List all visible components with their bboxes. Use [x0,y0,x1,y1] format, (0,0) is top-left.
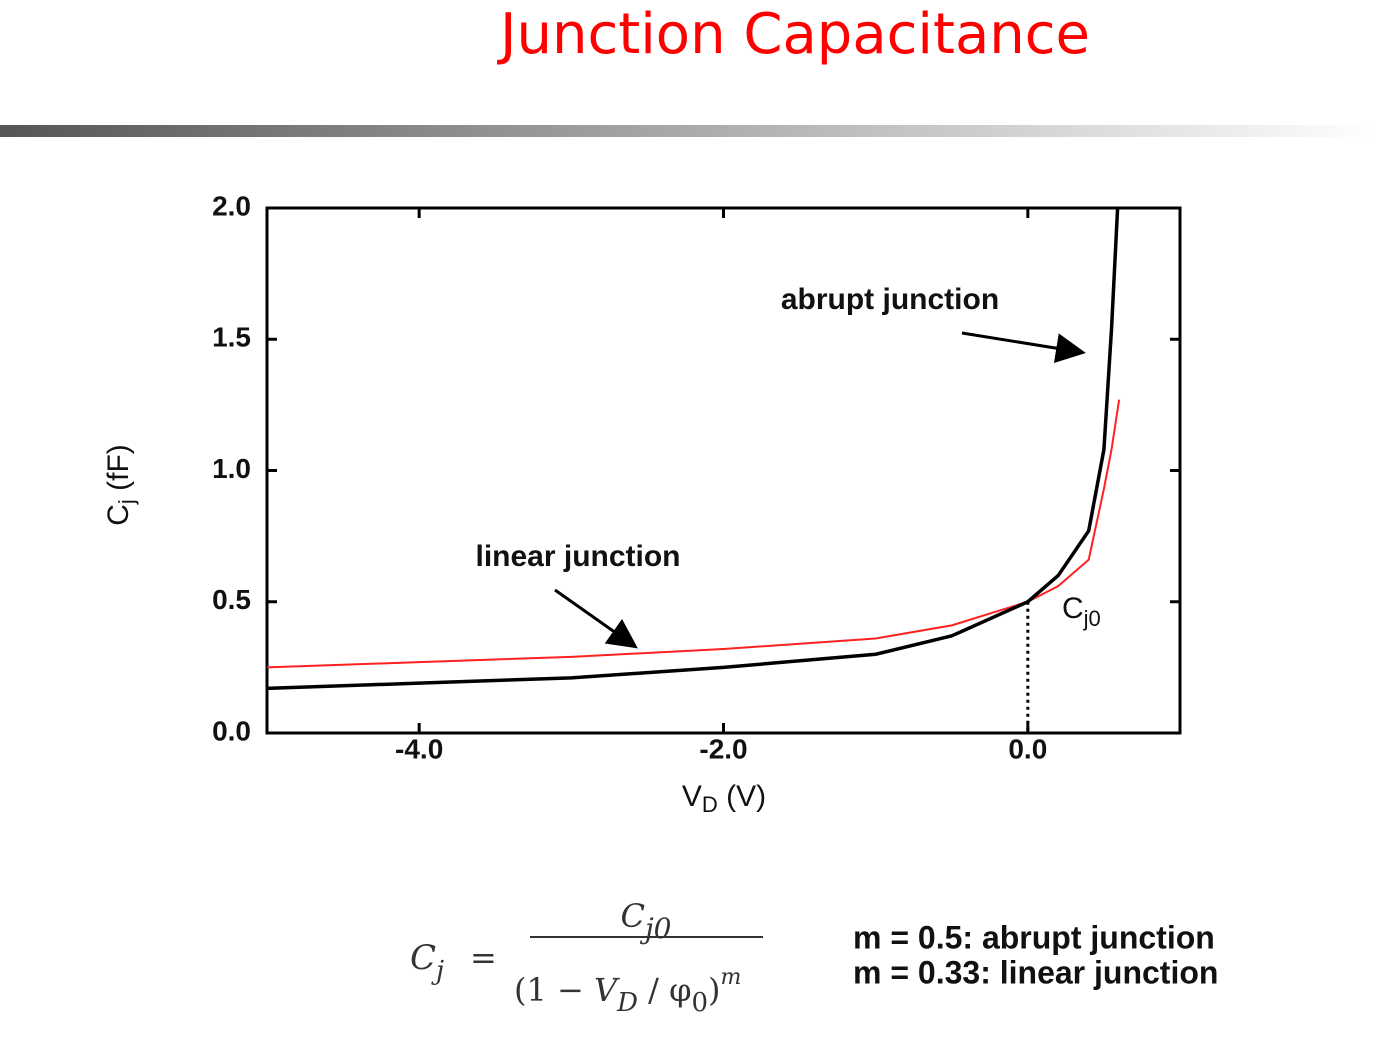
formula-denominator-part: m [721,965,742,990]
y-axis-label-part: j [114,499,139,505]
series-line [266,207,1120,691]
title-bar [0,125,1378,137]
formula-denominator-part: ) [708,971,720,1009]
x-tick-label: 0.0 [1008,733,1047,764]
cj0-label-part: C [1062,592,1084,625]
formula-denominator-part: 0 [692,988,709,1018]
formula-numerator-part: C [621,897,645,935]
formula-lhs-part: C [410,938,436,978]
formula-denominator-part: D [616,988,638,1018]
formula-lhs: Cj [410,938,444,986]
x-tick-label: -4.0 [395,733,443,764]
formula-denominator-part: V [594,971,620,1009]
linear-arrow [554,588,638,649]
y-axis-label-part: C [102,504,135,526]
slide-title: Junction Capacitance [497,2,1090,67]
series-label: abrupt junction [781,283,999,316]
cj0-label: Cj0 [1062,592,1101,631]
formula-denominator-part: / φ [638,971,692,1009]
note: m = 0.33: linear junction [853,954,1218,990]
y-tick-label: 0.0 [212,715,251,746]
x-axis-label: VD (V) [682,780,766,817]
y-tick-label: 2.0 [212,190,251,221]
y-axis-label: Cj (fF) [102,444,139,526]
y-tick-label: 1.5 [212,322,251,353]
y-tick-label: 1.0 [212,453,251,484]
x-axis-label-part: V [682,780,702,813]
plot-frame [265,206,1182,735]
formula-numerator: Cj0 [621,897,672,945]
x-axis-label-part: D [702,792,718,817]
x-axis-label-part: (V) [718,780,766,813]
y-axis-label-part: (fF) [102,444,135,499]
cj0-label-part: j0 [1083,606,1101,631]
series-label: linear junction [475,540,680,573]
formula-denominator: (1 − VD / φ0)m [514,965,741,1018]
y-tick-label: 0.5 [212,584,251,615]
note: m = 0.5: abrupt junction [853,919,1215,955]
formula-numerator-part: j0 [639,912,672,945]
formula-equals: = [470,939,497,977]
abrupt-arrow [961,331,1086,363]
x-tick-label: -2.0 [699,733,747,764]
series-line [266,399,1121,669]
formula-denominator-part: (1 − [514,971,594,1009]
